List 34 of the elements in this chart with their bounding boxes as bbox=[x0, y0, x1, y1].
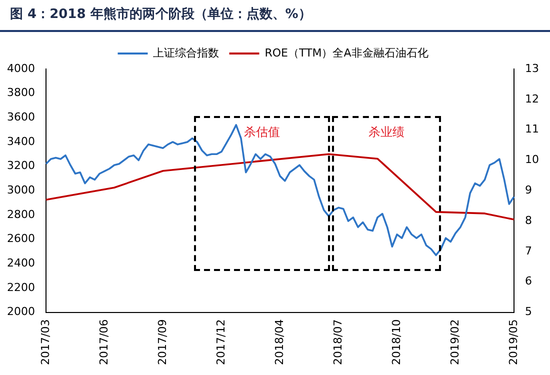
y2-tick-label: 6 bbox=[525, 274, 532, 288]
x-tick-label: 2018/04 bbox=[272, 319, 286, 366]
x-tick-label: 2018/07 bbox=[331, 319, 344, 366]
y-tick-label: 3200 bbox=[6, 159, 35, 172]
y-tick-label: 2800 bbox=[6, 208, 35, 221]
x-tick-label: 2017/06 bbox=[97, 319, 110, 366]
x-tick-label: 2017/03 bbox=[38, 319, 52, 366]
y2-tick-label: 9 bbox=[525, 184, 532, 197]
y2-tick-label: 12 bbox=[525, 92, 540, 106]
y-tick-label: 4000 bbox=[6, 62, 35, 75]
y2-tick-label: 8 bbox=[525, 214, 532, 227]
legend-label: 上证综合指数 bbox=[153, 46, 220, 60]
x-tick-label: 2017/12 bbox=[214, 319, 228, 366]
y2-tick-label: 7 bbox=[525, 244, 532, 258]
y-tick-label: 2000 bbox=[6, 305, 35, 318]
legend-label: ROE（TTM）全A非金融石油石化 bbox=[264, 46, 428, 60]
annotation: 杀业绩 bbox=[367, 124, 406, 142]
y2-tick-label: 13 bbox=[525, 62, 540, 75]
annotation: 杀估值 bbox=[242, 124, 281, 142]
chart-title: 图 4：2018 年熊市的两个阶段（单位：点数、%） bbox=[0, 0, 550, 32]
x-tick-label: 2019/02 bbox=[448, 319, 462, 366]
x-tick-label: 2019/05 bbox=[506, 319, 520, 366]
y-tick-label: 3000 bbox=[6, 184, 35, 197]
y-tick-label: 3600 bbox=[6, 110, 35, 124]
y2-tick-label: 10 bbox=[525, 153, 540, 166]
y-tick-label: 3400 bbox=[6, 134, 35, 148]
y-tick-label: 2400 bbox=[6, 256, 35, 270]
x-tick-label: 2018/10 bbox=[390, 319, 403, 366]
y-tick-label: 2600 bbox=[6, 232, 35, 246]
x-tick-label: 2017/09 bbox=[156, 319, 169, 366]
y2-tick-label: 5 bbox=[525, 305, 532, 318]
y2-tick-label: 11 bbox=[525, 122, 540, 136]
y-tick-label: 3800 bbox=[6, 86, 35, 100]
y-tick-label: 2200 bbox=[6, 280, 35, 294]
